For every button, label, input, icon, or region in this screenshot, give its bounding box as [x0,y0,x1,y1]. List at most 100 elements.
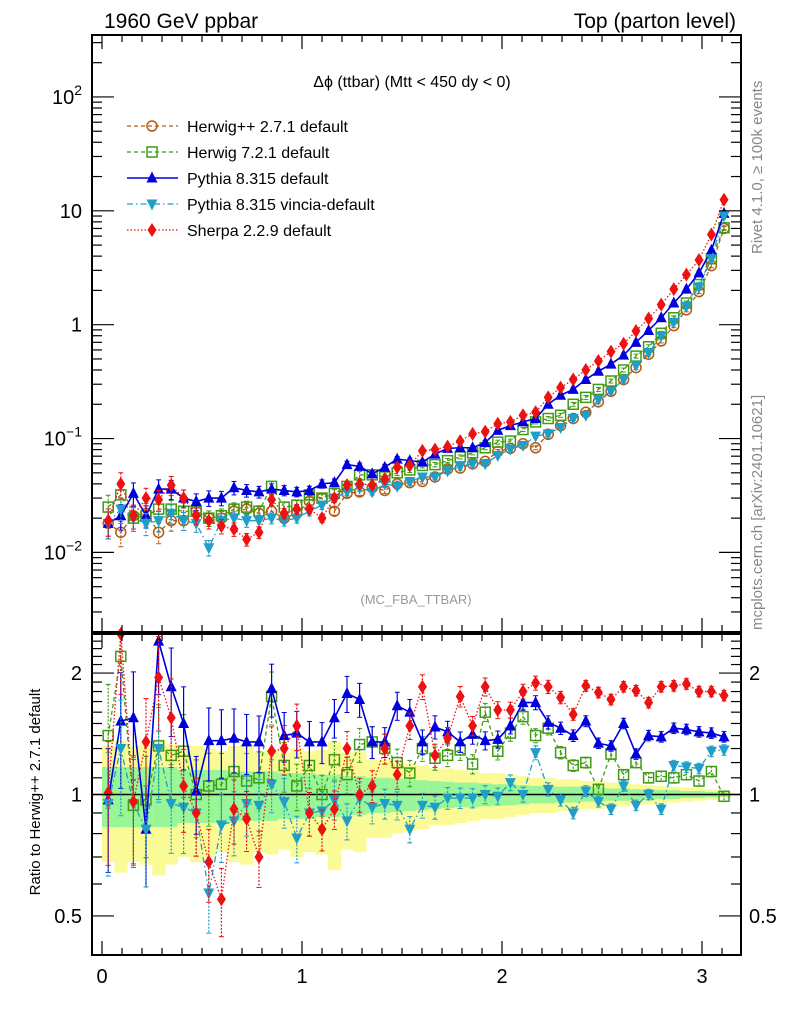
data-point [479,459,491,471]
data-point [680,722,692,734]
y-tick-label: 1 [71,315,82,337]
data-point [542,412,554,425]
data-point [216,519,226,534]
data-point [567,398,579,411]
data-point [480,679,490,694]
series-herwig-7-2-1-default [102,222,730,532]
data-point [291,833,303,845]
data-point [718,790,730,803]
data-point [429,472,441,484]
legend-label: Herwig 7.2.1 default [187,145,330,162]
data-point [228,513,240,525]
data-point [517,790,529,801]
data-point [555,423,567,435]
data-point [379,798,391,810]
data-point [480,424,490,439]
data-point [644,695,654,710]
data-point [141,734,151,749]
data-point [567,413,579,425]
data-point [592,797,604,809]
data-point [102,798,114,810]
data-point [643,323,655,335]
data-point [242,811,252,826]
data-point [303,483,315,495]
data-point [568,372,578,387]
data-point [417,679,427,694]
data-point [668,721,680,733]
data-point [328,476,340,488]
data-point [694,252,704,267]
data-point [630,747,642,759]
data-point [644,311,654,326]
series-line [107,215,725,550]
data-point [492,732,504,744]
legend-marker [146,199,158,211]
data-point [668,761,680,773]
data-point [115,504,127,516]
data-point [567,759,579,772]
legend-entry: Pythia 8.315 vincia-default [127,197,375,214]
data-point [655,804,667,816]
legend-label: Herwig++ 2.7.1 default [187,119,349,136]
data-point [605,386,617,398]
data-point [241,516,253,528]
data-point [366,487,378,499]
data-point [543,390,553,405]
data-point [178,716,190,728]
data-point [328,505,341,517]
data-point [355,476,365,491]
data-point [392,460,402,475]
data-point [655,730,667,742]
data-point [618,781,630,793]
data-point [655,311,667,323]
data-point [140,518,152,530]
data-point [430,748,440,763]
data-point [681,267,691,282]
data-point [468,426,478,441]
data-point [153,744,165,756]
data-point [128,508,138,523]
data-point [341,686,353,698]
ratio-y-tick-label-right: 2 [749,663,760,685]
data-point [328,711,340,723]
data-point [442,793,454,805]
data-point [581,678,591,693]
ratio-y-tick-label-right: 0.5 [749,906,777,928]
data-point [605,357,617,369]
data-point [203,491,215,503]
data-point [279,741,289,756]
data-point [342,478,352,493]
data-point [253,735,265,747]
data-point [367,778,377,793]
axes-group: 0 1 2 3 10−2 10−1 1 10 102 0.5 0.5 1 1 2 2 [44,34,777,988]
data-point [278,516,290,528]
series-line [107,656,725,807]
data-point [429,720,441,732]
data-point [366,802,378,814]
data-point [191,508,201,523]
data-point [631,683,641,698]
data-point [719,688,729,703]
header-right: Top (parton level) [574,10,736,33]
data-point [442,466,454,478]
data-point [656,679,666,694]
data-point [556,690,566,705]
data-point [592,783,605,796]
legend-marker [146,171,158,183]
data-point [391,800,403,812]
data-point [719,192,729,207]
data-point [241,735,253,747]
data-point [592,383,605,396]
data-point [430,442,440,457]
legend-marker [146,146,158,158]
data-point [580,786,592,798]
data-point [304,502,314,517]
data-point [467,727,479,739]
header-left: 1960 GeV ppbar [104,10,258,33]
data-point [643,347,655,359]
data-point [580,714,592,726]
data-point [254,525,264,540]
data-point [253,516,265,528]
legend-entry: Herwig++ 2.7.1 default [127,119,349,136]
data-point [204,513,214,528]
